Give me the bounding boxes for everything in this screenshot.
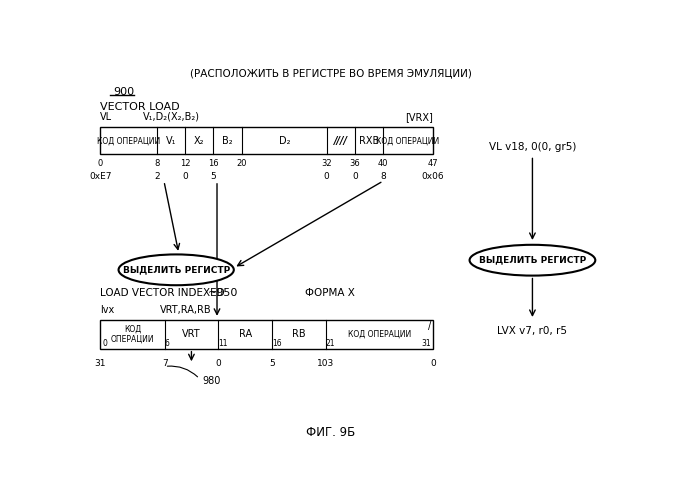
Text: 0xE7: 0xE7 — [89, 172, 112, 181]
Bar — [100, 320, 433, 349]
Text: RB: RB — [292, 330, 306, 340]
Text: VL v18, 0(0, gr5): VL v18, 0(0, gr5) — [489, 142, 576, 152]
Text: ВЫДЕЛИТЬ РЕГИСТР: ВЫДЕЛИТЬ РЕГИСТР — [479, 256, 586, 264]
Text: КОД ОПЕРАЦИИ: КОД ОПЕРАЦИИ — [97, 136, 160, 145]
Text: 0: 0 — [324, 172, 330, 181]
Text: ~950: ~950 — [208, 288, 238, 298]
Text: D₂: D₂ — [279, 136, 290, 146]
Ellipse shape — [470, 245, 596, 276]
Text: 31: 31 — [421, 338, 431, 347]
Text: 0: 0 — [352, 172, 358, 181]
Text: V₁,D₂(X₂,B₂): V₁,D₂(X₂,B₂) — [143, 112, 199, 122]
Text: 12: 12 — [180, 160, 191, 168]
Text: 36: 36 — [349, 160, 360, 168]
Text: 0x06: 0x06 — [422, 172, 444, 181]
Text: 11: 11 — [218, 338, 228, 347]
Text: 0: 0 — [102, 338, 107, 347]
Text: 0: 0 — [183, 172, 188, 181]
Text: 0: 0 — [216, 359, 221, 368]
Text: X₂: X₂ — [194, 136, 205, 146]
Ellipse shape — [118, 254, 234, 285]
Text: ////: //// — [334, 136, 348, 146]
Text: КОД ОПЕРАЦИИ: КОД ОПЕРАЦИИ — [347, 330, 411, 339]
Text: LOAD VECTOR INDEXED: LOAD VECTOR INDEXED — [100, 288, 225, 298]
Text: 0: 0 — [97, 160, 103, 168]
Text: 8: 8 — [381, 172, 386, 181]
Text: VRT,RA,RB: VRT,RA,RB — [160, 305, 212, 315]
Text: 103: 103 — [317, 359, 334, 368]
Text: ФОРМА X: ФОРМА X — [304, 288, 354, 298]
Text: RXB: RXB — [359, 136, 379, 146]
Text: 16: 16 — [208, 160, 219, 168]
Text: 900: 900 — [114, 86, 135, 97]
Text: 6: 6 — [165, 338, 170, 347]
Text: КОД ОПЕРАЦИИ: КОД ОПЕРАЦИИ — [377, 136, 440, 145]
Text: КОД
ОПЕРАЦИИ: КОД ОПЕРАЦИИ — [111, 324, 154, 344]
Text: 47: 47 — [428, 160, 438, 168]
Text: 980: 980 — [202, 376, 220, 386]
Text: 16: 16 — [272, 338, 281, 347]
Text: 7: 7 — [162, 359, 168, 368]
Text: V₁: V₁ — [166, 136, 176, 146]
Text: B₂: B₂ — [222, 136, 233, 146]
Text: LVX v7, r0, r5: LVX v7, r0, r5 — [498, 326, 567, 336]
Text: 31: 31 — [95, 359, 106, 368]
Text: 20: 20 — [237, 160, 247, 168]
Text: 32: 32 — [321, 160, 332, 168]
Text: [VRX]: [VRX] — [405, 112, 433, 122]
Text: RA: RA — [239, 330, 251, 340]
Text: 5: 5 — [211, 172, 216, 181]
Text: VRT: VRT — [182, 330, 201, 340]
Text: ВЫДЕЛИТЬ РЕГИСТР: ВЫДЕЛИТЬ РЕГИСТР — [122, 266, 230, 274]
Text: 40: 40 — [378, 160, 389, 168]
Text: 5: 5 — [269, 359, 275, 368]
Text: VECTOR LOAD: VECTOR LOAD — [100, 102, 180, 112]
Bar — [100, 128, 433, 154]
Text: /: / — [427, 322, 431, 332]
Text: 0: 0 — [430, 359, 436, 368]
Text: 8: 8 — [154, 160, 160, 168]
Text: 2: 2 — [154, 172, 160, 181]
Text: lvx: lvx — [100, 305, 114, 315]
Text: ФИГ. 9Б: ФИГ. 9Б — [306, 426, 356, 439]
Text: 21: 21 — [326, 338, 335, 347]
Text: VL: VL — [100, 112, 112, 122]
Text: (РАСПОЛОЖИТЬ В РЕГИСТРЕ ВО ВРЕМЯ ЭМУЛЯЦИИ): (РАСПОЛОЖИТЬ В РЕГИСТРЕ ВО ВРЕМЯ ЭМУЛЯЦИ… — [190, 68, 472, 78]
